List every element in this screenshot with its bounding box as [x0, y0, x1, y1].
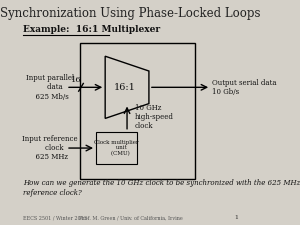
Text: Synchronization Using Phase-Locked Loops: Synchronization Using Phase-Locked Loops [0, 7, 261, 20]
Text: 10 GHz
high-speed
clock: 10 GHz high-speed clock [135, 104, 174, 130]
Text: How can we generate the 10 GHz clock to be synchronized with the 625 MHz
referen: How can we generate the 10 GHz clock to … [23, 180, 300, 197]
Text: Input parallel
    data
  625 Mb/s: Input parallel data 625 Mb/s [26, 74, 74, 101]
Text: Prof. M. Green / Univ. of California, Irvine: Prof. M. Green / Univ. of California, Ir… [79, 215, 182, 220]
Text: Output serial data
10 Gb/s: Output serial data 10 Gb/s [212, 79, 277, 96]
Text: 16:1: 16:1 [114, 83, 136, 92]
Text: EECS 2501 / Winter 2013: EECS 2501 / Winter 2013 [23, 215, 87, 220]
Text: Input reference
    clock
  625 MHz: Input reference clock 625 MHz [22, 135, 78, 161]
Text: 1: 1 [235, 215, 239, 220]
Text: Example:  16:1 Multiplexer: Example: 16:1 Multiplexer [23, 25, 160, 34]
Text: Clock multiplier
     unit
    (CMU): Clock multiplier unit (CMU) [94, 140, 139, 156]
Text: 16: 16 [71, 76, 82, 84]
